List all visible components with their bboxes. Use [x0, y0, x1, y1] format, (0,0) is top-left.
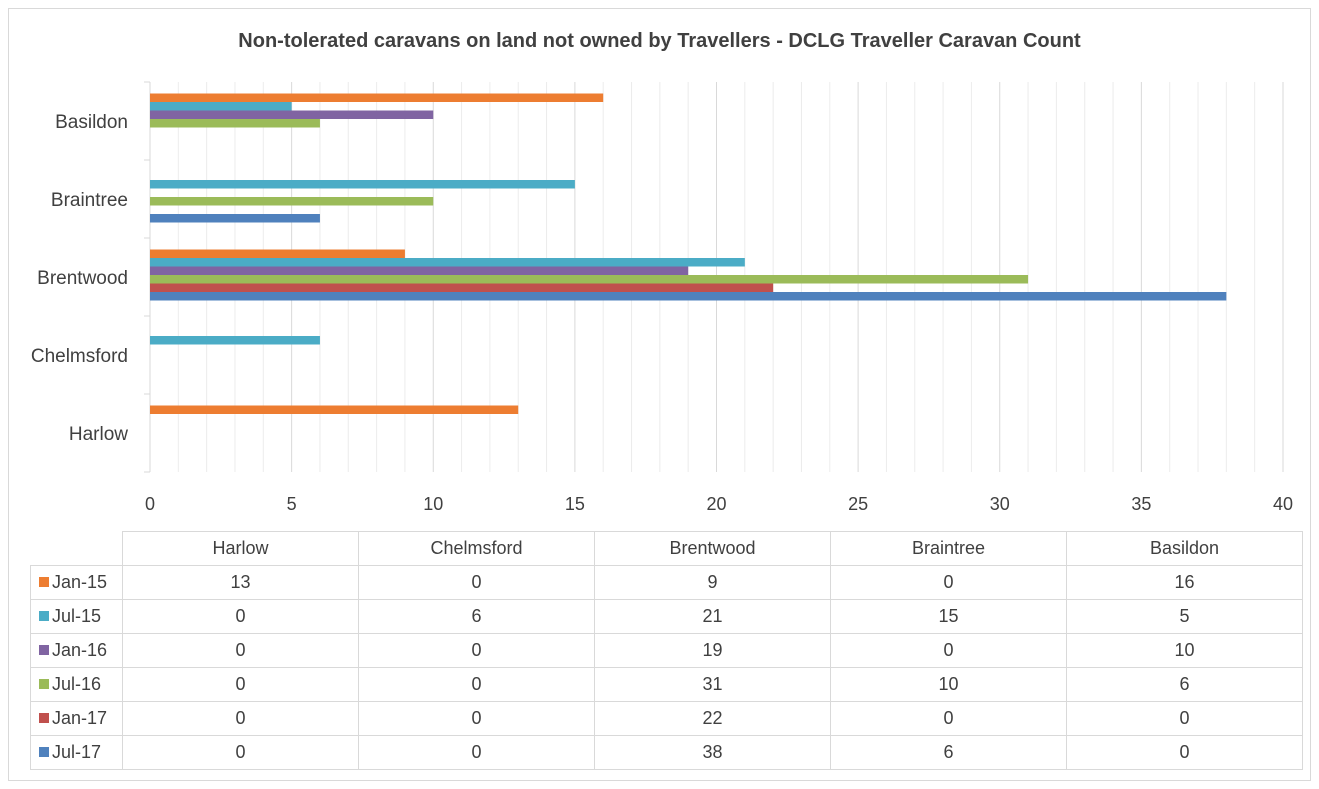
legend-swatch	[39, 679, 49, 690]
category-label: Chelmsford	[31, 346, 128, 367]
legend-key: Jul-16	[30, 667, 123, 702]
table-cell: 10	[830, 667, 1067, 702]
table-cell: 0	[358, 565, 595, 600]
legend-key: Jul-15	[30, 599, 123, 634]
series-name: Jul-15	[52, 606, 102, 626]
table-cell: 10	[1066, 633, 1303, 668]
legend-swatch	[39, 747, 49, 758]
bar	[150, 214, 320, 223]
bar	[150, 110, 434, 119]
chart-title: Non-tolerated caravans on land not owned…	[238, 30, 1081, 52]
table-cell: 0	[358, 667, 595, 702]
table-cell: 15	[830, 599, 1067, 634]
table-cell: 38	[594, 735, 831, 770]
table-cell: 5	[1066, 599, 1303, 634]
bar	[150, 249, 405, 258]
table-row: Jul-16 0 0 31 10 6	[30, 667, 1303, 702]
legend-key: Jan-15	[30, 565, 123, 600]
table-cell: 9	[594, 565, 831, 600]
series-name: Jan-15	[52, 572, 108, 592]
series-name: Jul-16	[52, 674, 102, 694]
table-cell: 0	[122, 667, 359, 702]
category-label: Harlow	[69, 424, 128, 445]
table-cell: 22	[594, 701, 831, 736]
bar	[150, 275, 1029, 284]
bar	[150, 292, 1227, 301]
table-cell: 0	[122, 599, 359, 634]
series-name: Jan-17	[52, 708, 108, 728]
table-cell: 0	[358, 633, 595, 668]
x-tick-label: 35	[1131, 494, 1151, 514]
category-label: Basildon	[55, 112, 128, 133]
table-corner	[30, 531, 123, 566]
table-cell: 0	[122, 735, 359, 770]
table-cell: 16	[1066, 565, 1303, 600]
legend-key: Jan-17	[30, 701, 123, 736]
x-tick-label: 15	[565, 494, 585, 514]
x-tick-label: 5	[287, 494, 297, 514]
table-cell: 6	[1066, 667, 1303, 702]
table-cell: 31	[594, 667, 831, 702]
series-name: Jan-16	[52, 640, 108, 660]
bar	[150, 336, 320, 345]
x-tick-label: 25	[848, 494, 868, 514]
table-row: Jul-17 0 0 38 6 0	[30, 735, 1303, 770]
bar	[150, 102, 292, 111]
table-header-cell: Braintree	[830, 531, 1067, 566]
table-cell: 0	[1066, 701, 1303, 736]
table-cell: 0	[122, 701, 359, 736]
table-cell: 6	[830, 735, 1067, 770]
table-row: Jan-17 0 0 22 0 0	[30, 701, 1303, 736]
table-row: Jan-16 0 0 19 0 10	[30, 633, 1303, 668]
x-tick-label: 0	[145, 494, 155, 514]
bar	[150, 197, 434, 206]
table-cell: 0	[358, 701, 595, 736]
table-cell: 13	[122, 565, 359, 600]
table-header-cell: Basildon	[1066, 531, 1303, 566]
table-header-cell: Chelmsford	[358, 531, 595, 566]
table-row: Jan-15 13 0 9 0 16	[30, 565, 1303, 600]
table-row: Jul-15 0 6 21 15 5	[30, 599, 1303, 634]
bar	[150, 93, 604, 102]
legend-key: Jan-16	[30, 633, 123, 668]
legend-swatch	[39, 713, 49, 724]
bar	[150, 119, 320, 128]
category-label: Brentwood	[37, 268, 128, 289]
x-tick-label: 40	[1273, 494, 1293, 514]
bar	[150, 283, 774, 292]
series-name: Jul-17	[52, 742, 102, 762]
data-table: Harlow Chelmsford Brentwood Braintree Basild…	[30, 531, 1303, 770]
table-header-row: Harlow Chelmsford Brentwood Braintree Basild…	[30, 531, 1303, 566]
table-cell: 6	[358, 599, 595, 634]
legend-swatch	[39, 645, 49, 656]
x-tick-label: 10	[423, 494, 443, 514]
table-cell: 19	[594, 633, 831, 668]
bar	[150, 258, 745, 267]
table-cell: 0	[830, 701, 1067, 736]
table-cell: 0	[830, 633, 1067, 668]
bar	[150, 405, 519, 414]
legend-swatch	[39, 577, 49, 588]
legend-key: Jul-17	[30, 735, 123, 770]
table-header-cell: Harlow	[122, 531, 359, 566]
table-cell: 0	[1066, 735, 1303, 770]
x-tick-label: 30	[990, 494, 1010, 514]
legend-swatch	[39, 611, 49, 622]
table-header-cell: Brentwood	[594, 531, 831, 566]
x-tick-label: 20	[706, 494, 726, 514]
table-cell: 21	[594, 599, 831, 634]
bar	[150, 180, 575, 189]
table-cell: 0	[358, 735, 595, 770]
table-cell: 0	[122, 633, 359, 668]
table-cell: 0	[830, 565, 1067, 600]
bar	[150, 266, 689, 275]
category-label: Braintree	[51, 190, 128, 211]
